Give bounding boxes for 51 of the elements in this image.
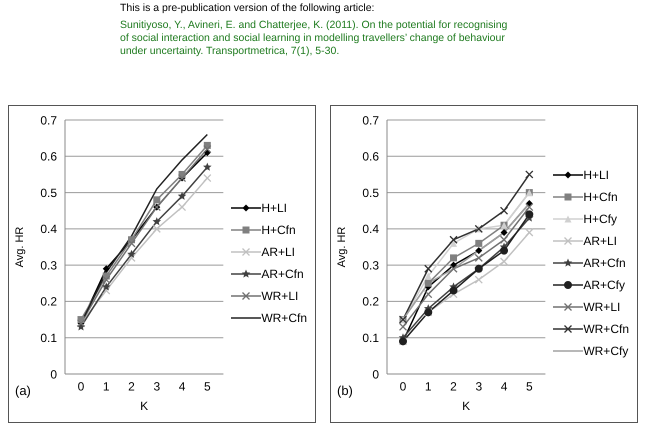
x-axis-title: K — [462, 399, 470, 413]
y-tick-label: 0 — [372, 367, 380, 382]
legend-label: WR+LI — [261, 289, 298, 303]
text: (b) — [337, 383, 353, 398]
legend-label: AR+LI — [583, 234, 617, 248]
y-tick-label: 0.2 — [40, 294, 58, 309]
legend-label: WR+Cfn — [261, 311, 307, 325]
legend-label: AR+Cfy — [583, 278, 625, 292]
legend-label: H+Cfn — [261, 223, 296, 237]
y-tick-label: 0.3 — [362, 258, 380, 272]
legend-label: H+LI — [583, 168, 609, 182]
x-tick-label: 4 — [178, 380, 186, 394]
y-tick-label: 0.1 — [362, 330, 380, 345]
x-tick-label: 4 — [500, 380, 508, 394]
text: Sunitiyoso, Y., Avineri, E. and Chatterjee, K. (2011). On the potential for recognising of social interaction and social learning in modelling travellers’ change of behaviour under uncertainty. Transportmetrica, 7(1), 5-30. — [120, 19, 508, 58]
legend-label: WR+LI — [583, 300, 620, 314]
y-tick-label: 0.1 — [40, 330, 58, 345]
x-tick-label: 2 — [450, 380, 458, 394]
y-tick-label: 0.7 — [40, 113, 58, 128]
y-tick-label: 0.5 — [40, 186, 58, 200]
x-axis-title: K — [140, 399, 148, 413]
y-tick-label: 0 — [50, 367, 58, 382]
y-tick-label: 0.3 — [40, 258, 58, 272]
y-axis-title: Avg. HR — [336, 226, 348, 268]
y-tick-label: 0.4 — [40, 222, 58, 236]
y-tick-label: 0.5 — [362, 186, 380, 200]
x-tick-label: 0 — [400, 380, 407, 394]
y-tick-label: 0.6 — [40, 150, 58, 164]
legend-label: AR+LI — [261, 245, 295, 259]
legend-label: AR+Cfn — [261, 267, 304, 281]
x-tick-label: 5 — [204, 380, 211, 394]
x-tick-label: 3 — [153, 380, 160, 394]
legend-label: H+LI — [261, 201, 287, 215]
x-tick-label: 0 — [78, 380, 85, 394]
legend-label: H+Cfn — [583, 190, 618, 204]
x-tick-label: 1 — [424, 380, 432, 394]
y-tick-label: 0.4 — [362, 222, 380, 236]
x-tick-label: 2 — [128, 380, 136, 394]
x-tick-label: 1 — [102, 380, 110, 394]
y-axis-title: Avg. HR — [14, 226, 26, 268]
x-tick-label: 3 — [475, 380, 482, 394]
text: This is a pre-publication version of the following article: — [120, 2, 376, 15]
legend-label: WR+Cfn — [583, 322, 629, 336]
legend-label: AR+Cfn — [583, 256, 626, 270]
y-tick-label: 0.7 — [362, 113, 380, 128]
legend-label: WR+Cfy — [583, 344, 628, 358]
text: (a) — [15, 383, 31, 398]
x-tick-label: 5 — [526, 380, 533, 394]
legend-label: H+Cfy — [583, 212, 617, 226]
y-tick-label: 0.2 — [362, 294, 380, 309]
y-tick-label: 0.6 — [362, 150, 380, 164]
